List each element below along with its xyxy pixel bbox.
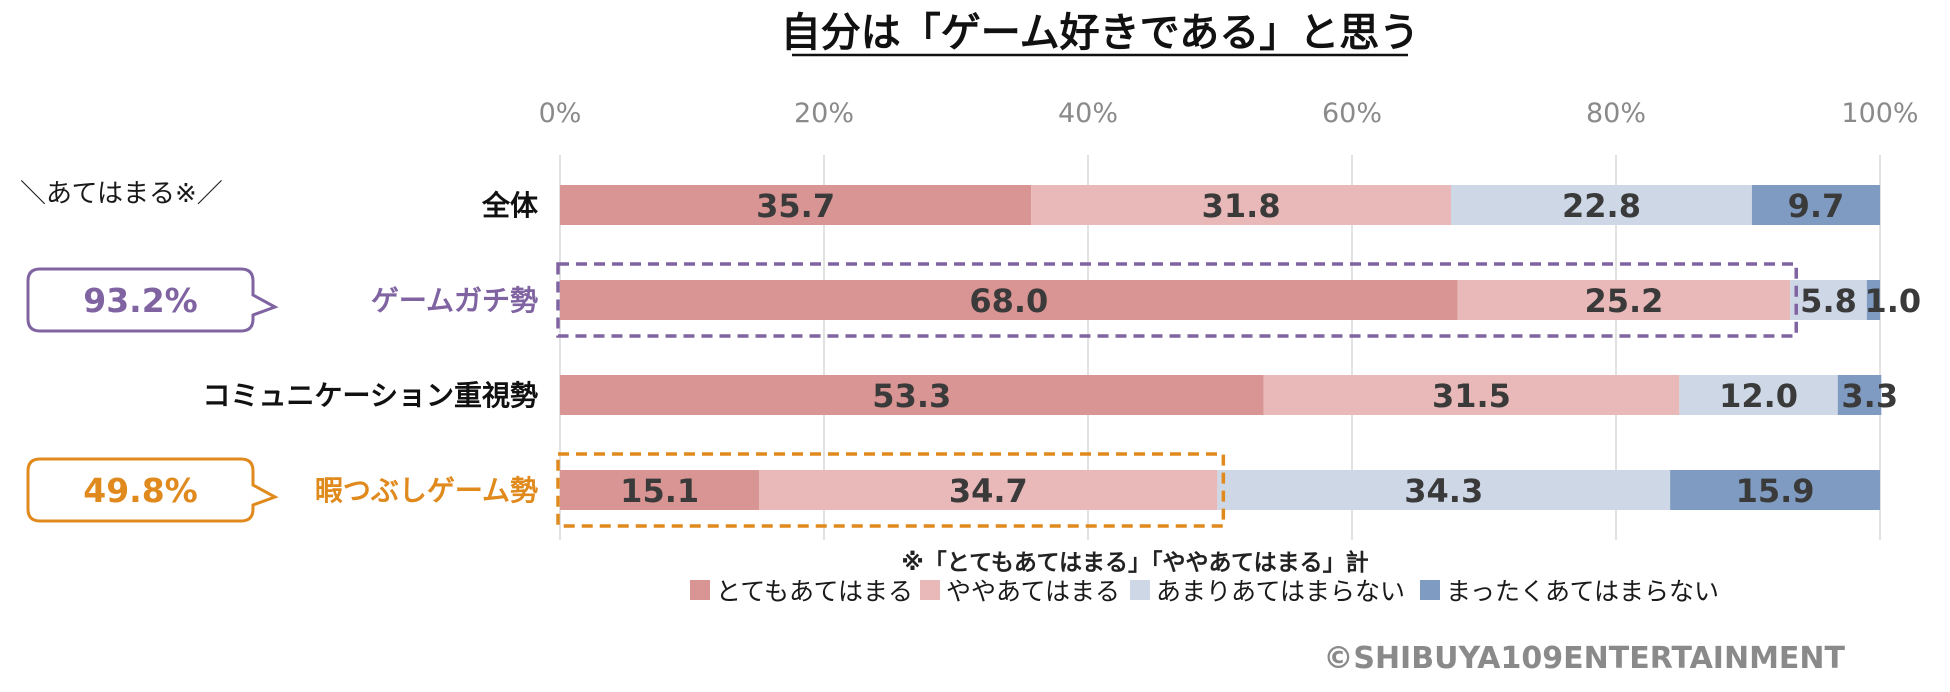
footnote: ※「とてもあてはまる」「ややあてはまる」計 xyxy=(901,549,1368,576)
highlight-box xyxy=(556,262,1798,338)
data-label: 34.7 xyxy=(949,472,1028,510)
data-label: 9.7 xyxy=(1788,187,1845,225)
bar-segment xyxy=(1217,470,1671,510)
data-label: 34.3 xyxy=(1404,472,1483,510)
legend-label: ややあてはまる xyxy=(946,577,1120,606)
category-label: コミュニケーション重視勢 xyxy=(203,379,538,412)
data-label: 12.0 xyxy=(1719,377,1798,415)
x-tick-label: 60% xyxy=(1322,98,1382,129)
data-label: 15.9 xyxy=(1736,472,1815,510)
legend-label: あまりあてはまらない xyxy=(1156,577,1405,606)
bar-segment xyxy=(1263,375,1680,415)
bar-segment xyxy=(1751,185,1880,225)
bar-segment xyxy=(1866,280,1880,320)
x-tick-label: 0% xyxy=(539,98,582,129)
bar-segment xyxy=(1670,470,1880,510)
data-label: 53.3 xyxy=(872,377,951,415)
bar-segment xyxy=(1790,280,1867,320)
bar-segment xyxy=(1451,185,1752,225)
data-label: 5.8 xyxy=(1800,282,1857,320)
legend-swatch xyxy=(690,580,710,600)
data-label: 31.5 xyxy=(1432,377,1511,415)
legend-swatch xyxy=(920,580,940,600)
bar-segment xyxy=(560,185,1032,225)
chart-title: 自分は「ゲーム好きである」と思う xyxy=(781,10,1419,56)
bar-segment xyxy=(1837,375,1882,415)
data-label: 3.3 xyxy=(1841,377,1898,415)
bar-segment xyxy=(1679,375,1838,415)
x-tick-label: 40% xyxy=(1058,98,1118,129)
legend-swatch xyxy=(1420,580,1440,600)
highlight-box xyxy=(556,452,1226,528)
data-label: 31.8 xyxy=(1202,187,1281,225)
category-label: 暇つぶしゲーム勢 xyxy=(315,474,538,507)
callout-header: ＼あてはまる※／ xyxy=(20,179,223,209)
x-tick-label: 80% xyxy=(1586,98,1646,129)
bar-segment xyxy=(560,375,1264,415)
data-label: 1.0 xyxy=(1864,282,1921,320)
category-label: 全体 xyxy=(481,189,539,222)
data-label: 15.1 xyxy=(620,472,699,510)
callout-value: 93.2% xyxy=(83,281,198,320)
data-label: 68.0 xyxy=(969,282,1048,320)
callout-value: 49.8% xyxy=(83,471,198,510)
legend-label: まったくあてはまらない xyxy=(1446,577,1719,606)
callout-bubble xyxy=(26,457,279,523)
bar-segment xyxy=(1031,185,1451,225)
x-tick-label: 100% xyxy=(1841,98,1918,129)
bar-segment xyxy=(560,280,1458,320)
data-label: 35.7 xyxy=(756,187,835,225)
legend-swatch xyxy=(1130,580,1150,600)
data-label: 25.2 xyxy=(1584,282,1663,320)
bar-segment xyxy=(759,470,1218,510)
bar-segment xyxy=(1457,280,1791,320)
copyright: ©SHIBUYA109ENTERTAINMENT xyxy=(1323,641,1845,676)
x-tick-label: 20% xyxy=(794,98,854,129)
category-label: ゲームガチ勢 xyxy=(371,284,538,317)
legend-label: とてもあてはまる xyxy=(716,577,913,606)
callout-bubble xyxy=(26,267,279,333)
data-label: 22.8 xyxy=(1562,187,1641,225)
bar-segment xyxy=(560,470,760,510)
